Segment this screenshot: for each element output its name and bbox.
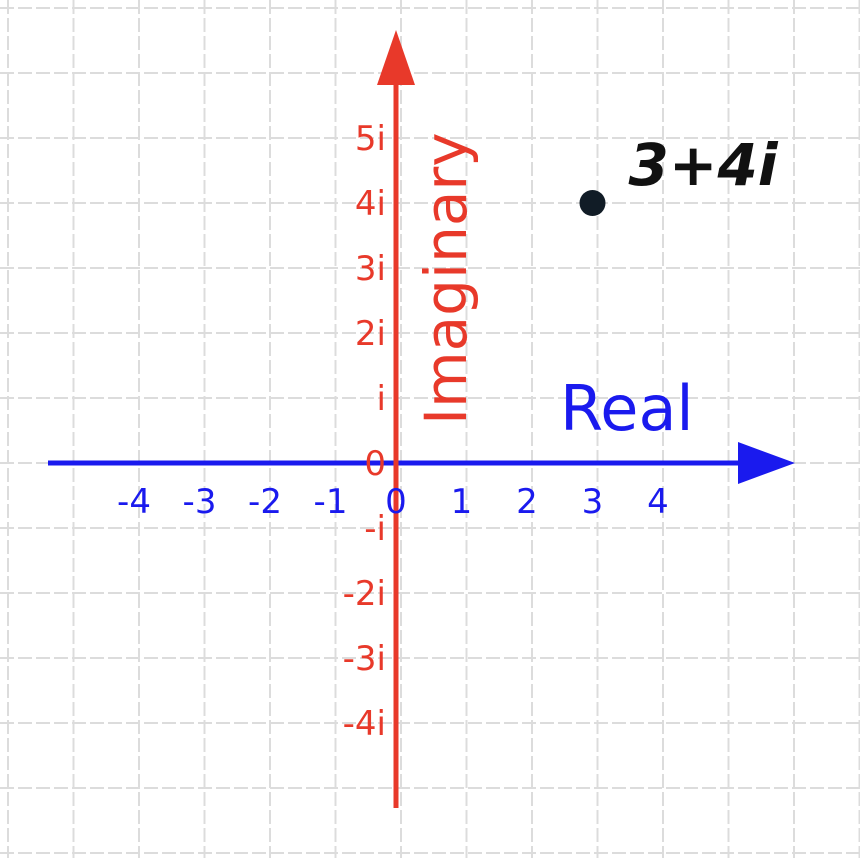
real-tick-label: 2 xyxy=(516,482,538,522)
imaginary-axis-tick-labels: 0 i 2i 3i 4i 5i -i -2i -3i -4i xyxy=(343,119,386,744)
real-tick-label: -1 xyxy=(314,482,348,522)
point-label: 3+4i xyxy=(629,131,779,199)
imaginary-tick-label: 5i xyxy=(355,119,386,159)
imaginary-tick-label: -4i xyxy=(343,704,386,744)
real-tick-label: 0 xyxy=(385,482,407,522)
real-tick-label: -4 xyxy=(117,482,151,522)
point-marker xyxy=(579,190,606,216)
real-axis-label: Real xyxy=(560,372,694,445)
real-tick-label: 1 xyxy=(451,482,473,522)
real-tick-label: -3 xyxy=(183,482,217,522)
imaginary-tick-label: -2i xyxy=(343,574,386,614)
real-tick-label: 3 xyxy=(582,482,604,522)
imaginary-axis-arrowhead xyxy=(377,30,415,85)
imaginary-tick-label: 4i xyxy=(355,184,386,224)
real-tick-label: 4 xyxy=(647,482,669,522)
real-tick-label: -2 xyxy=(248,482,282,522)
real-axis-arrowhead xyxy=(738,442,795,484)
imaginary-tick-label: -i xyxy=(364,509,386,549)
imaginary-axis-label: Imaginary xyxy=(412,132,480,425)
imaginary-tick-label: 3i xyxy=(355,249,386,289)
imaginary-tick-label: i xyxy=(377,379,386,419)
imaginary-tick-label: 2i xyxy=(355,314,386,354)
real-axis-tick-labels: -4 -3 -2 -1 0 1 2 3 4 xyxy=(117,482,669,522)
imaginary-tick-label: 0 xyxy=(364,444,386,484)
imaginary-tick-label: -3i xyxy=(343,639,386,679)
